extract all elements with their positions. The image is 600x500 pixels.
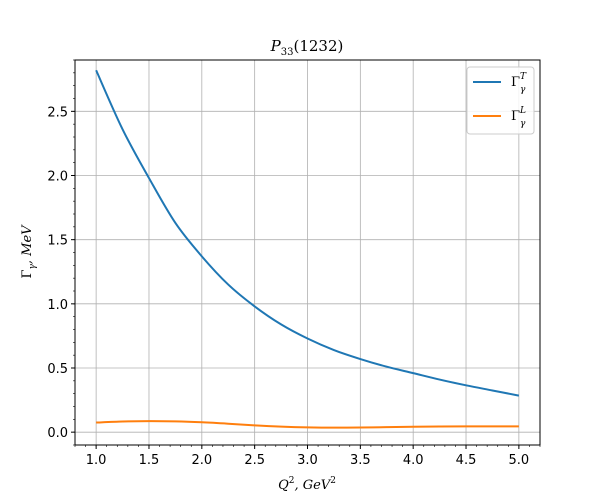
y-tick-label: 2.0 [47, 170, 68, 185]
x-tick-label: 1.0 [86, 453, 107, 468]
x-tick-label: 4.0 [403, 453, 424, 468]
y-tick-label: 0.5 [47, 362, 68, 377]
x-tick-label: 5.0 [509, 453, 530, 468]
x-tick-label: 3.0 [297, 453, 318, 468]
y-tick-label: 2.5 [47, 105, 68, 120]
legend-box [466, 66, 535, 135]
x-axis-title: Q2, GeV2 [278, 476, 336, 493]
series-line-0 [95, 69, 520, 397]
tick-layer: 1.0 1.5 2.0 2.5 3.0 3.5 4.0 4.5 5.0 0.0 0.5 1.0 1.5 2… [47, 59, 541, 468]
legend-label-gamma-t: ΓT γ [511, 72, 527, 95]
x-tick-label: 3.5 [350, 453, 371, 468]
x-tick-label: 2.0 [191, 453, 212, 468]
x-tick-label: 1.5 [139, 453, 160, 468]
series-line-1 [96, 420, 519, 429]
legend-label-gamma-l: ΓL γ [511, 106, 526, 129]
y-axis-title: Γγ, MeV [20, 224, 38, 279]
x-tick-label: 2.5 [244, 453, 265, 468]
legend: ΓT γ ΓL γ [466, 66, 535, 135]
y-tick-label: 1.0 [47, 298, 68, 313]
y-tick-label: 0.0 [47, 426, 68, 441]
chart-title: P33(1232) [270, 37, 344, 58]
y-tick-label: 1.5 [47, 234, 68, 249]
series-layer [95, 69, 520, 429]
x-tick-label: 4.5 [456, 453, 477, 468]
